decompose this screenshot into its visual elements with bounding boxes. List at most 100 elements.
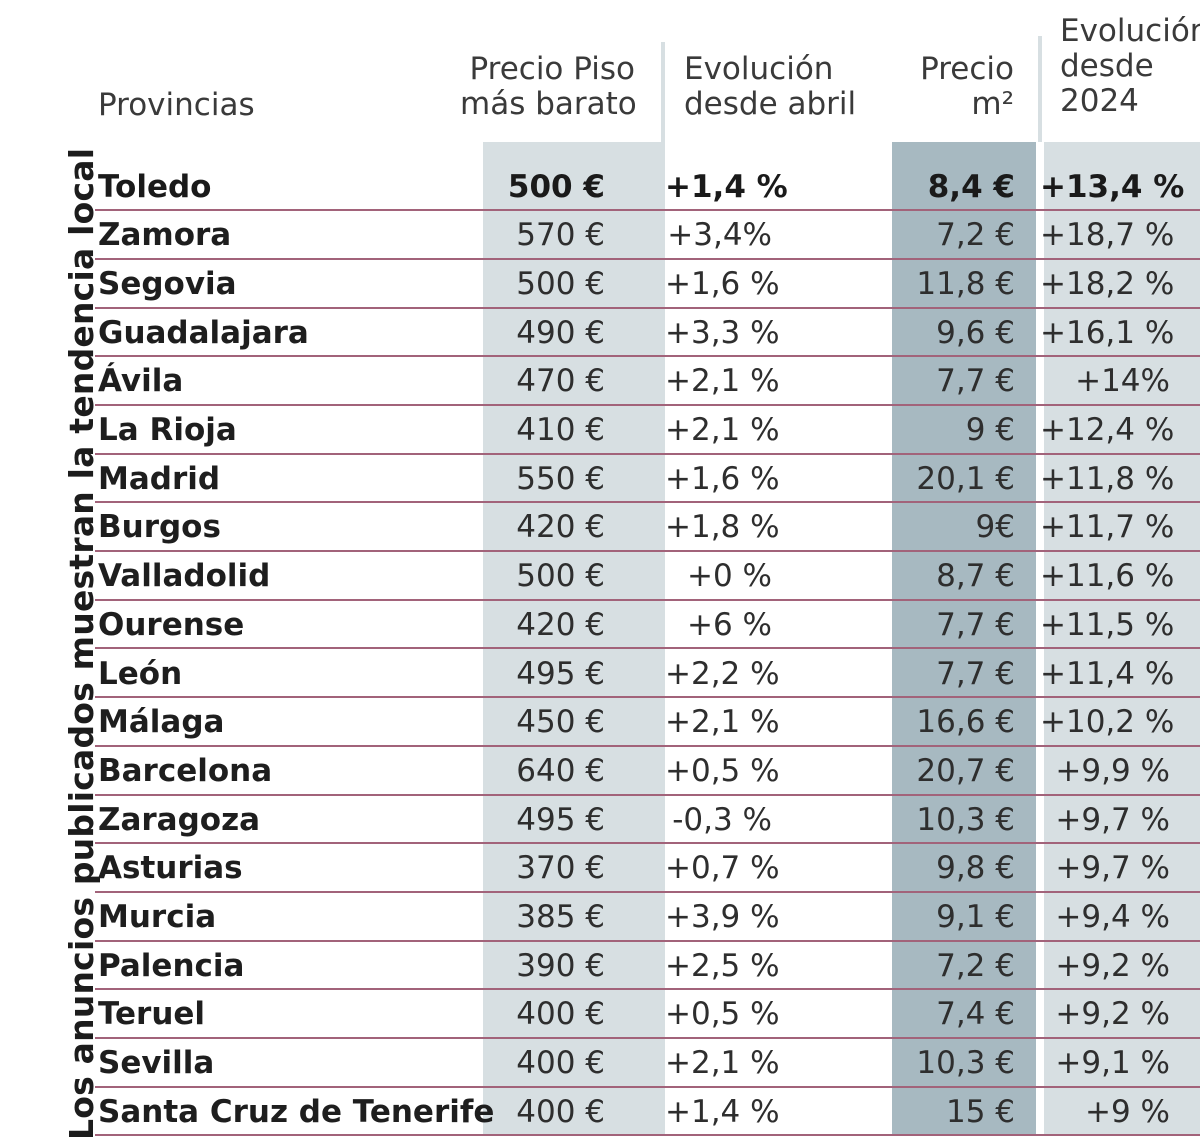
precio-m2-value: 7,2 € <box>936 217 1015 254</box>
evolucion-2024-value: +11,8 % <box>1040 460 1175 497</box>
province-name: Ávila <box>98 363 184 400</box>
evolucion-abril-value: +0,7 % <box>665 850 780 887</box>
province-name: León <box>98 655 183 692</box>
table-row: Sevilla 400 € +2,1 % 10,3 € +9,1 % <box>95 1039 1200 1088</box>
evolucion-abril-value: +0,5 % <box>665 752 780 789</box>
evolucion-2024-value: +14% <box>1075 363 1170 400</box>
evolucion-2024-value: +11,4 % <box>1040 655 1175 692</box>
table-row: Valladolid 500 € +0 % 8,7 € +11,6 % <box>95 552 1200 601</box>
precio-piso-value: 500 € <box>516 558 605 595</box>
evolucion-abril-value: +3,3 % <box>665 314 780 351</box>
table-row: Asturias 370 € +0,7 % 9,8 € +9,7 % <box>95 844 1200 893</box>
table-row: Santa Cruz de Tenerife 400 € +1,4 % 15 € +9 … <box>95 1088 1200 1137</box>
precio-piso-value: 410 € <box>516 412 605 448</box>
precio-piso-value: 370 € <box>516 850 605 887</box>
table-row: Palencia 390 € +2,5 % 7,2 € +9,2 % <box>95 942 1200 991</box>
province-name: Ourense <box>98 606 245 643</box>
province-name: Barcelona <box>98 752 273 789</box>
evolucion-abril-value: -0,3 % <box>672 801 772 838</box>
evolucion-2024-value: +18,2 % <box>1040 265 1175 302</box>
precio-piso-value: 570 € <box>516 217 605 254</box>
precio-m2-value: 7,4 € <box>936 996 1015 1033</box>
table-row: Toledo 500 € +1,4 % 8,4 € +13,4 % <box>95 163 1200 212</box>
province-name: Toledo <box>98 168 212 205</box>
evolucion-abril-value: +2,2 % <box>665 655 780 692</box>
table-row: Ourense 420 € +6 % 7,7 € +11,5 % <box>95 601 1200 650</box>
evolucion-abril-value: +6 % <box>686 606 772 643</box>
evolucion-2024-value: +9,2 % <box>1055 947 1170 984</box>
province-name: Murcia <box>98 899 217 935</box>
precio-piso-value: 495 € <box>516 655 605 692</box>
province-name: Segovia <box>98 265 237 302</box>
precio-m2-value: 7,7 € <box>936 363 1015 400</box>
precio-piso-value: 640 € <box>516 752 605 789</box>
table-row: Málaga 450 € +2,1 % 16,6 € +10,2 % <box>95 698 1200 747</box>
evolucion-2024-value: +11,5 % <box>1040 606 1175 643</box>
precio-piso-value: 420 € <box>516 509 605 546</box>
province-name: Zaragoza <box>98 801 261 838</box>
evolucion-abril-value: +3,4% <box>667 217 772 254</box>
precio-piso-value: 470 € <box>516 363 605 400</box>
evolucion-2024-value: +12,4 % <box>1040 412 1175 448</box>
precio-m2-value: 9,8 € <box>936 850 1015 887</box>
precio-piso-value: 400 € <box>516 996 605 1033</box>
evolucion-abril-value: +1,6 % <box>665 460 780 497</box>
table-row: Zamora 570 € +3,4% 7,2 € +18,7 % <box>95 211 1200 260</box>
table-row: Burgos 420 € +1,8 % 9€ +11,7 % <box>95 503 1200 553</box>
province-name: Zamora <box>98 217 232 254</box>
table-row: Madrid 550 € +1,6 % 20,1 € +11,8 % <box>95 455 1200 504</box>
evolucion-2024-value: +9 % <box>1084 1093 1170 1130</box>
precio-m2-value: 8,4 € <box>927 168 1015 205</box>
evolucion-2024-value: +11,7 % <box>1040 509 1175 546</box>
header-separator <box>661 42 665 142</box>
evolucion-2024-value: +9,7 % <box>1055 801 1170 838</box>
precio-m2-value: 7,2 € <box>936 947 1015 984</box>
header-precio-m2: Precio m² <box>920 51 1014 122</box>
evolucion-2024-value: +10,2 % <box>1040 704 1175 741</box>
header-evolucion-abril: Evolución desde abril <box>684 51 857 122</box>
evolucion-abril-value: +3,9 % <box>665 899 780 935</box>
precio-m2-value: 15 € <box>945 1093 1015 1130</box>
precio-piso-value: 495 € <box>516 801 605 838</box>
evolucion-2024-value: +9,7 % <box>1055 850 1170 887</box>
table-row: Murcia 385 € +3,9 % 9,1 € +9,4 % <box>95 893 1200 942</box>
province-name: Teruel <box>98 996 206 1033</box>
table-row: La Rioja 410 € +2,1 % 9 € +12,4 % <box>95 406 1200 455</box>
evolucion-2024-value: +9,4 % <box>1055 899 1170 935</box>
province-name: Burgos <box>98 509 221 546</box>
table-row: Segovia 500 € +1,6 % 11,8 € +18,2 % <box>95 260 1200 309</box>
province-name: Palencia <box>98 947 245 984</box>
province-name: Valladolid <box>98 558 271 595</box>
evolucion-abril-value: +0 % <box>686 558 772 595</box>
precio-piso-value: 490 € <box>516 314 605 351</box>
evolucion-abril-value: +1,4 % <box>665 168 788 205</box>
precio-m2-value: 9€ <box>975 509 1015 546</box>
precio-m2-value: 10,3 € <box>916 801 1015 838</box>
province-name: Sevilla <box>98 1045 215 1082</box>
table-row: Barcelona 640 € +0,5 % 20,7 € +9,9 % <box>95 747 1200 796</box>
evolucion-abril-value: +2,5 % <box>665 947 780 984</box>
precio-m2-value: 8,7 € <box>936 558 1015 595</box>
evolucion-abril-value: +1,6 % <box>665 265 780 302</box>
precio-m2-value: 9,6 € <box>936 314 1015 351</box>
table-row: León 495 € +2,2 % 7,7 € +11,4 % <box>95 650 1200 699</box>
evolucion-abril-value: +1,4 % <box>665 1093 780 1130</box>
header-separator <box>1038 36 1042 142</box>
table-row: Zaragoza 495 € -0,3 % 10,3 € +9,7 % <box>95 796 1200 845</box>
evolucion-2024-value: +18,7 % <box>1040 217 1175 254</box>
province-name: Asturias <box>98 850 243 887</box>
province-name: Madrid <box>98 460 221 497</box>
precio-m2-value: 20,7 € <box>916 752 1015 789</box>
precio-piso-value: 390 € <box>516 947 605 984</box>
precio-m2-value: 9 € <box>965 412 1015 448</box>
province-name: Guadalajara <box>98 314 309 351</box>
evolucion-2024-value: +9,1 % <box>1055 1045 1170 1082</box>
precio-m2-value: 9,1 € <box>936 899 1015 935</box>
evolucion-abril-value: +0,5 % <box>665 996 780 1033</box>
table-row: Teruel 400 € +0,5 % 7,4 € +9,2 % <box>95 990 1200 1040</box>
precio-m2-value: 20,1 € <box>916 460 1015 497</box>
table-row: Ávila 470 € +2,1 % 7,7 € +14% <box>95 357 1200 406</box>
precio-m2-value: 7,7 € <box>936 655 1015 692</box>
precio-m2-value: 16,6 € <box>916 704 1015 741</box>
table-row: Guadalajara 490 € +3,3 % 9,6 € +16,1 % <box>95 309 1200 358</box>
